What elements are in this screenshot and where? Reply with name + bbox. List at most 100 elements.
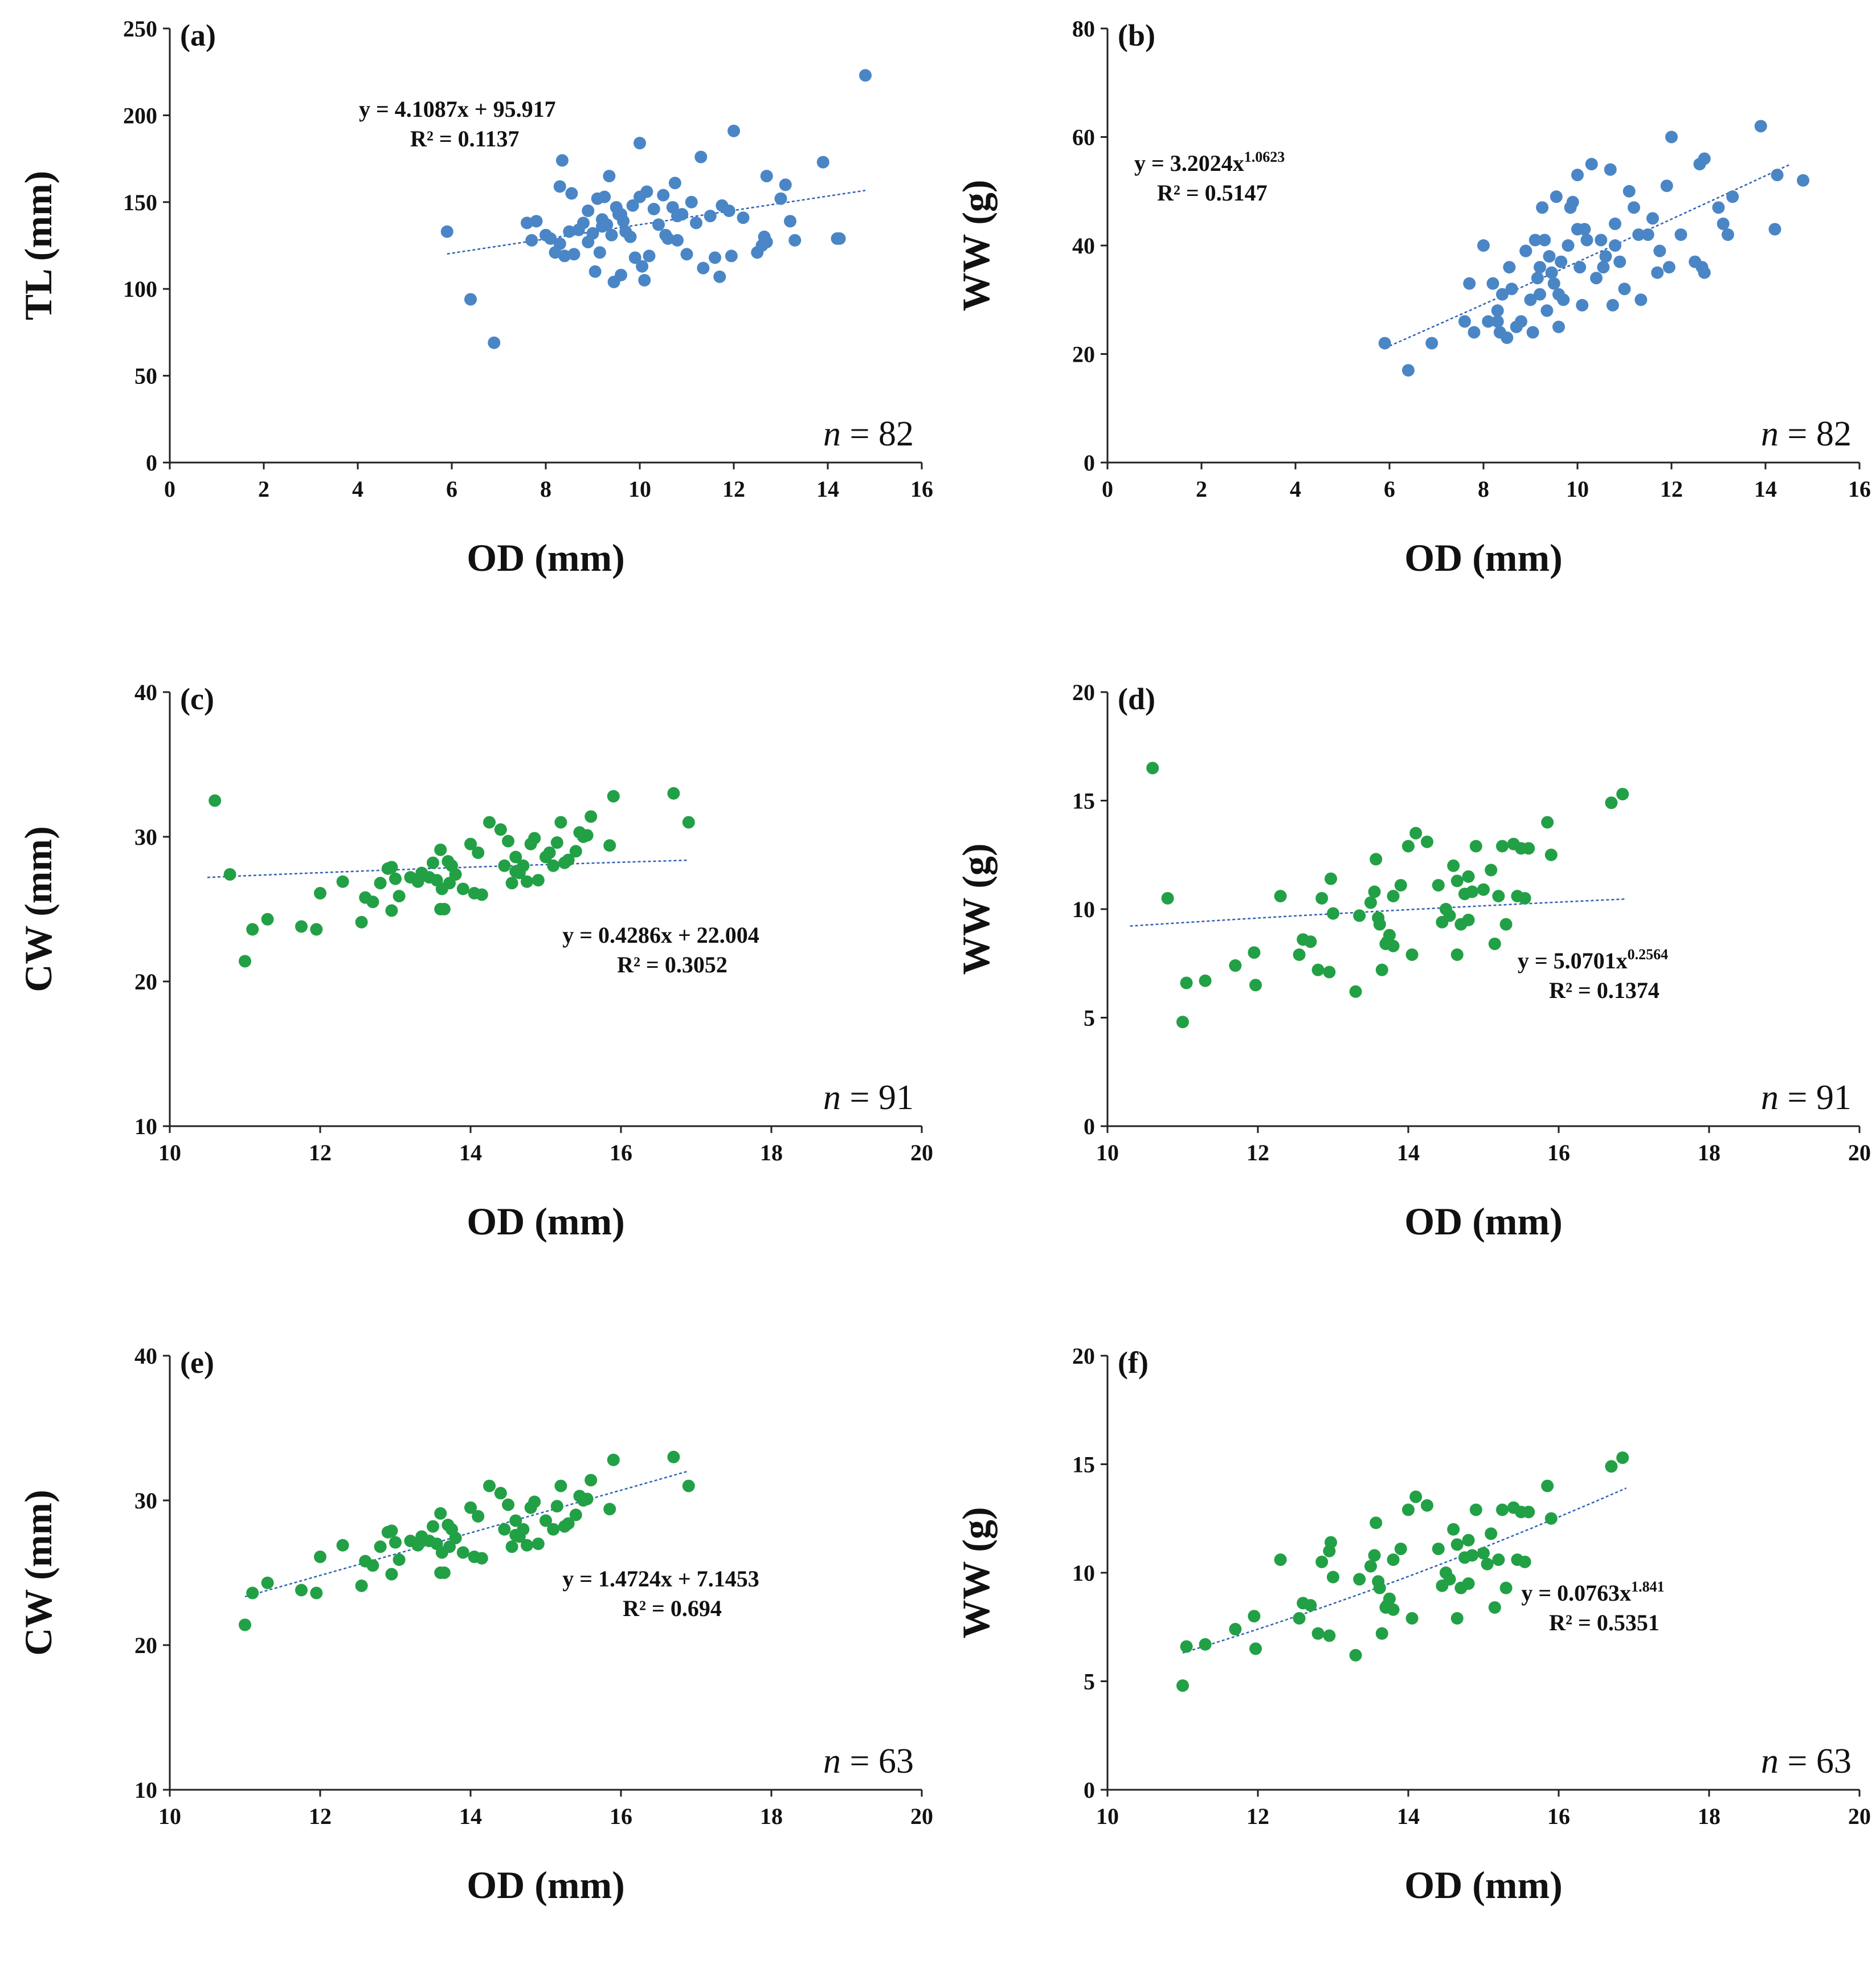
y-tick-label: 15 <box>1072 788 1095 814</box>
sample-size-label: n = 63 <box>1761 1742 1852 1781</box>
data-point <box>1547 277 1560 290</box>
data-point <box>647 202 660 215</box>
data-point <box>555 154 569 167</box>
x-tick-label: 10 <box>1096 1803 1119 1829</box>
data-point <box>1249 979 1262 992</box>
data-point <box>1293 1612 1306 1625</box>
data-point <box>1632 228 1645 241</box>
data-point <box>554 1479 567 1492</box>
data-point <box>567 248 581 261</box>
x-tick-label: 20 <box>1848 1140 1871 1165</box>
data-point <box>1590 272 1603 285</box>
data-point <box>1485 1527 1498 1540</box>
data-point <box>295 920 308 933</box>
y-axis-title: WW (g) <box>954 843 998 975</box>
y-tick-label: 40 <box>1072 233 1095 259</box>
data-point <box>404 1535 417 1548</box>
y-tick-label: 150 <box>123 190 157 215</box>
data-point <box>709 251 721 264</box>
sample-size-value: = 82 <box>1779 415 1852 453</box>
r-squared-label: R² = 0.694 <box>623 1596 722 1621</box>
data-point <box>1712 201 1725 214</box>
data-point <box>1543 250 1556 263</box>
data-point <box>209 794 222 807</box>
data-point <box>603 839 616 852</box>
data-point <box>310 1586 323 1600</box>
x-tick-label: 10 <box>158 1140 181 1165</box>
data-point <box>1754 120 1767 133</box>
x-tick-label: 12 <box>722 476 745 502</box>
y-tick-label: 5 <box>1084 1005 1095 1031</box>
data-point <box>1249 1642 1262 1655</box>
x-tick-label: 4 <box>1290 476 1301 502</box>
equation-exponent: 1.841 <box>1631 1578 1665 1595</box>
data-point <box>336 875 349 888</box>
data-point <box>603 170 616 183</box>
y-tick-label: 250 <box>123 16 157 42</box>
data-point <box>1375 963 1388 976</box>
data-point <box>1425 337 1438 350</box>
data-point <box>366 1559 379 1572</box>
data-point <box>246 1586 259 1600</box>
data-point <box>1373 918 1386 931</box>
sample-size-n: n <box>823 1742 841 1781</box>
chart-panel-e: 10 20 30 40 10 12 14 16 18 20 OD (mm) CW (mm) (e) y =… <box>0 1327 938 1988</box>
data-point <box>1485 864 1498 877</box>
data-point <box>483 816 496 829</box>
y-tick-label: 0 <box>146 450 157 476</box>
data-point <box>1248 946 1261 959</box>
data-point <box>1482 315 1495 328</box>
data-point <box>1327 1570 1339 1584</box>
data-point <box>521 216 533 230</box>
data-point <box>374 877 387 890</box>
data-point <box>1477 239 1490 252</box>
equation-exponent: 1.0623 <box>1244 149 1285 165</box>
x-tick-label: 12 <box>309 1140 332 1165</box>
x-tick-label: 20 <box>910 1803 933 1829</box>
data-point <box>488 336 501 349</box>
x-tick-label: 0 <box>1102 476 1113 502</box>
data-point <box>1462 914 1475 927</box>
data-point <box>661 232 675 245</box>
data-point <box>713 270 726 283</box>
data-point <box>1387 1603 1400 1616</box>
sample-size-value: = 63 <box>841 1742 914 1781</box>
data-point <box>1368 1549 1381 1562</box>
data-point <box>1488 937 1501 950</box>
data-point <box>1634 293 1648 306</box>
data-point <box>1536 201 1549 214</box>
data-point <box>505 877 518 890</box>
panel-label: (b) <box>1118 18 1155 52</box>
x-tick-label: 0 <box>164 476 175 502</box>
data-point <box>1176 1679 1189 1692</box>
x-tick-label: 10 <box>158 1803 181 1829</box>
data-point <box>1580 234 1593 247</box>
data-point <box>1595 234 1608 247</box>
data-point <box>543 846 556 859</box>
data-point <box>562 853 575 866</box>
data-point <box>1463 277 1476 290</box>
x-tick-label: 2 <box>1196 476 1207 502</box>
data-point <box>1462 870 1475 883</box>
data-point <box>464 293 477 306</box>
data-point <box>1432 1543 1445 1556</box>
x-tick-label: 12 <box>1660 476 1683 502</box>
data-point <box>1491 304 1504 317</box>
r-squared-label: R² = 0.5147 <box>1157 180 1268 206</box>
data-point <box>1797 174 1809 187</box>
data-point <box>774 192 787 205</box>
data-point <box>1534 261 1546 274</box>
sample-size-value: = 82 <box>841 415 914 453</box>
data-point <box>1522 1506 1535 1519</box>
x-tick-label: 18 <box>760 1803 783 1829</box>
data-point <box>577 216 590 230</box>
data-point <box>624 230 637 243</box>
x-tick-label: 8 <box>1478 476 1489 502</box>
data-point <box>667 1450 680 1463</box>
data-point <box>652 218 665 231</box>
y-tick-label: 0 <box>1084 1114 1095 1139</box>
data-point <box>389 872 402 885</box>
data-point <box>1180 1640 1193 1653</box>
chart-svg-f: 0 5 10 15 20 10 12 14 16 18 20 OD (mm) WW (g) (f) y = … <box>954 1343 1871 1907</box>
data-point <box>1522 842 1535 855</box>
